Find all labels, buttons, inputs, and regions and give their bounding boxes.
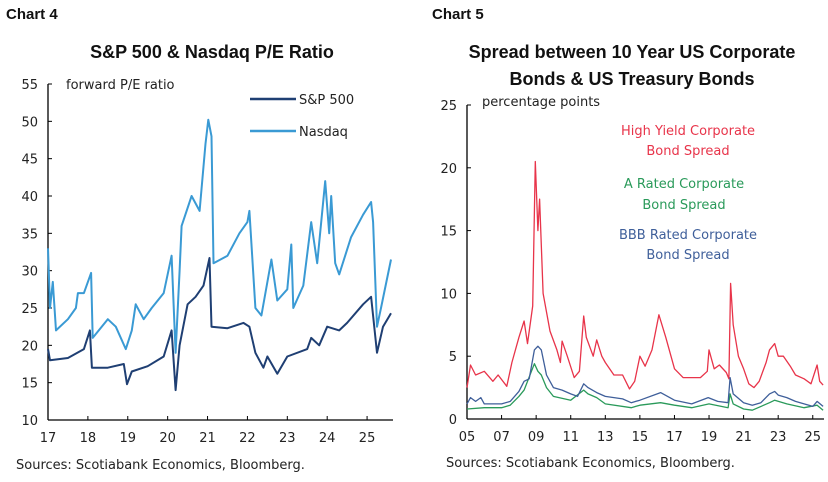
x-tick-label: 05 [459,430,476,445]
chart-5-title-line-1: Spread between 10 Year US Corporate [469,42,796,62]
chart-5-source: Sources: Scotiabank Economics, Bloomberg… [446,456,735,471]
y-tick-label: 25 [440,99,457,114]
series-line-2 [466,345,824,408]
y-tick-label: 10 [440,287,457,302]
chart-4-ylabel: forward P/E ratio [66,78,175,93]
y-tick-label: 10 [21,414,38,429]
y-tick-label: 35 [21,227,38,242]
chart-4-title: S&P 500 & Nasdaq P/E Ratio [90,42,334,62]
y-tick-label: 20 [440,162,457,177]
annotation-a-rated-line-1: A Rated Corporate [624,177,744,192]
series-line-1 [466,363,824,411]
y-tick-label: 50 [21,115,38,130]
x-tick-label: 24 [319,431,336,446]
annotation-high-yield-line-1: High Yield Corporate [621,124,755,139]
x-tick-label: 17 [40,431,57,446]
x-tick-label: 17 [666,430,683,445]
y-tick-label: 30 [21,265,38,280]
annotation-high-yield-line-2: Bond Spread [646,144,729,159]
x-tick-label: 22 [239,431,256,446]
y-tick-label: 15 [440,225,457,240]
x-tick-label: 23 [770,430,787,445]
chart-4-legend: S&P 500 Nasdaq [250,93,354,140]
annotation-bbb-rated-line-1: BBB Rated Corporate [619,228,757,243]
y-tick-label: 20 [21,339,38,354]
x-tick-label: 21 [735,430,752,445]
chart-5-annotations: High Yield Corporate Bond Spread A Rated… [619,124,757,263]
x-tick-label: 15 [632,430,649,445]
y-tick-label: 0 [449,413,457,428]
y-tick-label: 15 [21,377,38,392]
x-tick-label: 21 [199,431,216,446]
annotation-bbb-rated-line-2: Bond Spread [646,248,729,263]
x-tick-label: 25 [804,430,821,445]
chart-5-ylabel: percentage points [482,95,600,110]
chart-4-source: Sources: Scotiabank Economics, Bloomberg… [16,458,305,473]
chart-4-header: Chart 4 [6,6,58,23]
y-tick-label: 40 [21,190,38,205]
x-tick-label: 20 [159,431,176,446]
series-line-0 [466,160,824,390]
chart-5: Chart 5 Spread between 10 Year US Corpor… [432,6,824,471]
x-tick-label: 19 [119,431,136,446]
chart-5-header: Chart 5 [432,6,484,23]
x-tick-label: 18 [80,431,97,446]
annotation-a-rated-line-2: Bond Spread [642,198,725,213]
legend-label-sp500: S&P 500 [299,93,354,108]
x-tick-label: 11 [562,430,579,445]
x-tick-label: 09 [528,430,545,445]
x-tick-label: 19 [701,430,718,445]
x-tick-label: 25 [359,431,376,446]
y-tick-label: 25 [21,302,38,317]
chart-4: Chart 4 S&P 500 & Nasdaq P/E Ratio forwa… [6,6,393,473]
series-line-1 [47,118,392,354]
x-tick-label: 13 [597,430,614,445]
y-tick-label: 45 [21,153,38,168]
x-tick-label: 07 [493,430,510,445]
x-tick-label: 23 [279,431,296,446]
y-tick-label: 55 [21,78,38,93]
chart-5-title-line-2: Bonds & US Treasury Bonds [509,69,754,89]
series-line-0 [47,257,392,392]
y-tick-label: 5 [449,350,457,365]
legend-label-nasdaq: Nasdaq [299,125,348,140]
